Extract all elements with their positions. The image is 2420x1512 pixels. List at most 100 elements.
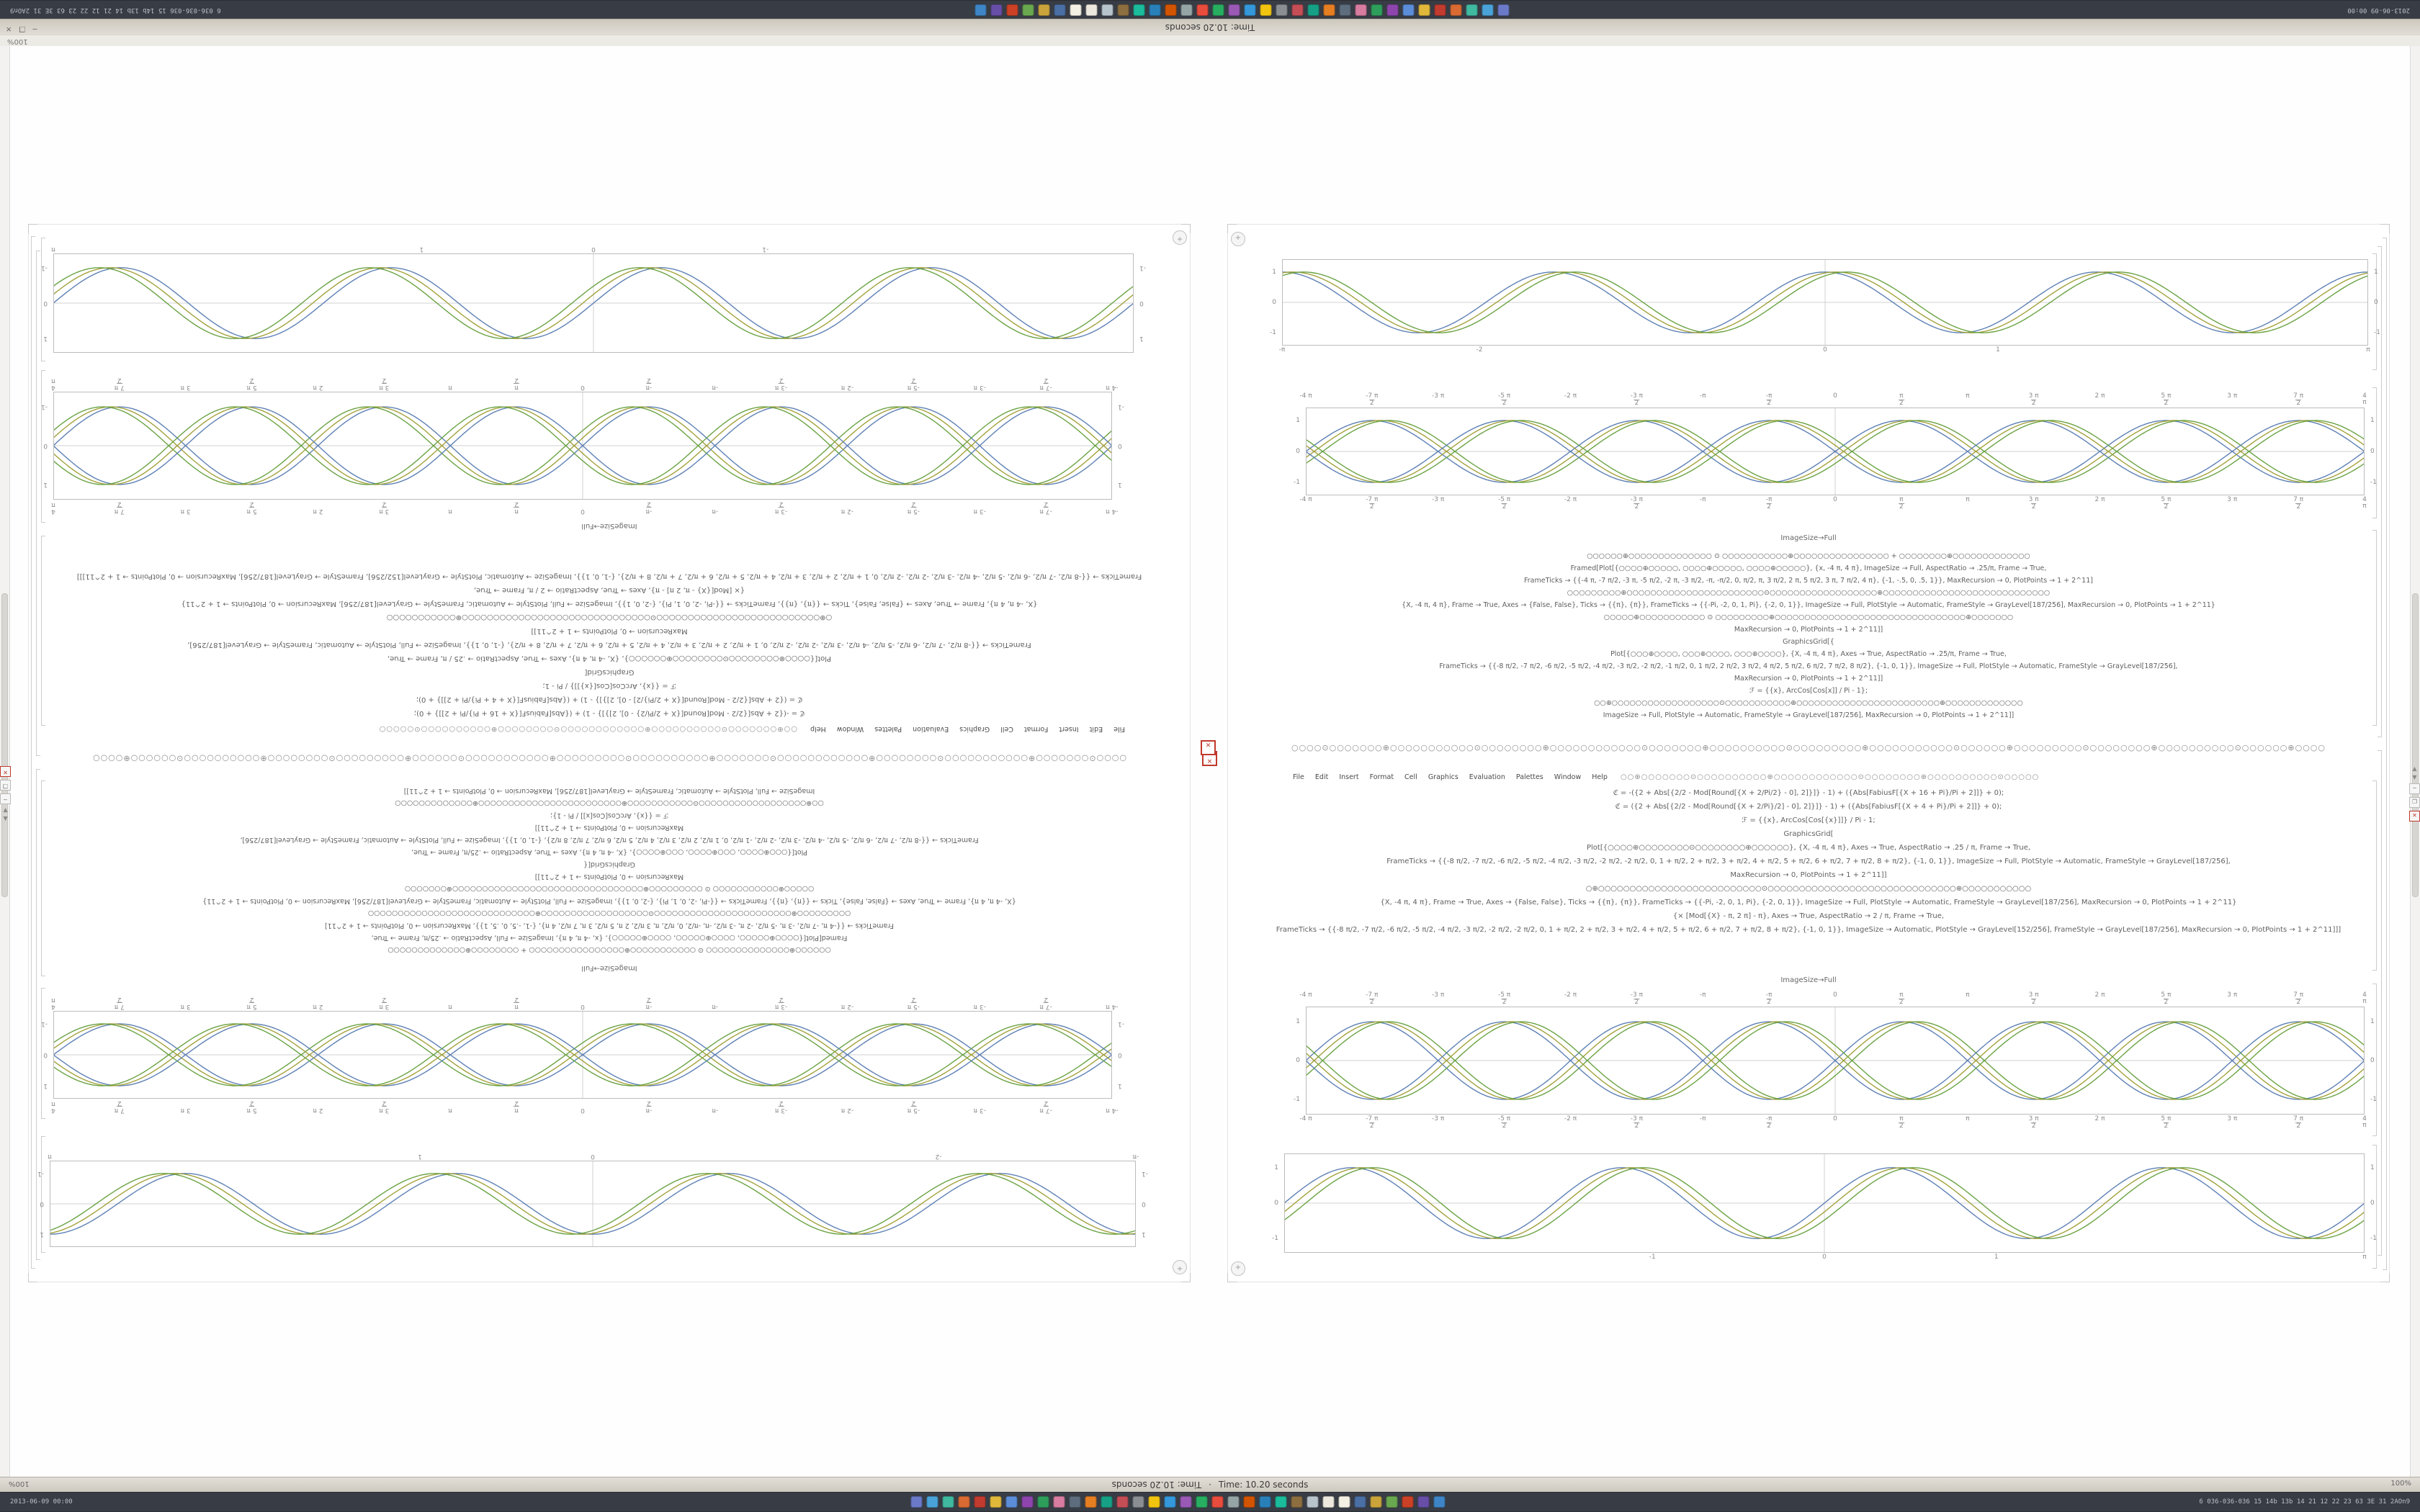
menu-item-evaluation[interactable]: Evaluation xyxy=(1469,773,1505,781)
menu-item-help[interactable]: Help xyxy=(810,725,826,733)
close-button[interactable]: ✕ xyxy=(0,766,11,777)
code-cell[interactable]: ○○○○○○⊕○○○○○○○○○○○○○○ ⊙ ○○○○○○○○○○○⊕○○○○… xyxy=(55,785,1164,956)
taskbar-clock[interactable]: 2013-06-09 00:00 xyxy=(2347,6,2410,14)
app-icon[interactable] xyxy=(1339,4,1351,16)
minimize-icon[interactable]: ─ xyxy=(32,24,37,32)
app-icon[interactable] xyxy=(1085,4,1098,16)
menu-item-evaluation[interactable]: Evaluation xyxy=(913,725,949,733)
right-scrollbar-thumb[interactable] xyxy=(2412,593,2419,897)
zoom-level[interactable]: 100% xyxy=(7,37,28,45)
app-icon[interactable] xyxy=(1433,1496,1446,1508)
menu-item-file[interactable]: File xyxy=(1113,725,1125,733)
cell-group-bracket[interactable] xyxy=(2378,246,2382,737)
zoom-level[interactable]: 100% xyxy=(9,1480,30,1488)
cell-bracket[interactable] xyxy=(31,236,35,1269)
app-icon[interactable] xyxy=(974,4,987,16)
app-icon[interactable] xyxy=(1307,4,1319,16)
app-icon[interactable] xyxy=(1275,1496,1287,1508)
app-icon[interactable] xyxy=(1116,1496,1129,1508)
app-icon[interactable] xyxy=(1417,1496,1430,1508)
menu-item-palettes[interactable]: Palettes xyxy=(874,725,902,733)
cell-bracket[interactable] xyxy=(2372,253,2377,370)
app-icon[interactable] xyxy=(1497,4,1510,16)
menu-item-help[interactable]: Help xyxy=(1592,773,1608,781)
cell-bracket[interactable] xyxy=(2372,984,2377,1136)
app-icon[interactable] xyxy=(1069,1496,1081,1508)
app-icon[interactable] xyxy=(1259,1496,1271,1508)
menu-item-cell[interactable]: Cell xyxy=(1404,773,1417,781)
left-scrollbar-thumb[interactable] xyxy=(1,593,8,897)
app-icon[interactable] xyxy=(1402,4,1415,16)
app-icon[interactable] xyxy=(958,1496,970,1508)
round-handle-button[interactable]: + xyxy=(1173,1260,1187,1274)
error-placeholder-icon[interactable]: ✕ xyxy=(1201,740,1216,755)
app-icon[interactable] xyxy=(1117,4,1129,16)
app-icon[interactable] xyxy=(1386,4,1399,16)
app-icon[interactable] xyxy=(1196,4,1209,16)
app-icon[interactable] xyxy=(1355,4,1367,16)
menu-item-edit[interactable]: Edit xyxy=(1089,725,1103,733)
app-icon[interactable] xyxy=(1054,4,1066,16)
app-icon[interactable] xyxy=(1370,1496,1382,1508)
app-icon[interactable] xyxy=(1322,1496,1335,1508)
app-icon[interactable] xyxy=(1132,1496,1144,1508)
app-icon[interactable] xyxy=(1085,1496,1097,1508)
app-icon[interactable] xyxy=(1006,4,1018,16)
menu-item-file[interactable]: File xyxy=(1293,773,1304,781)
menu-item-insert[interactable]: Insert xyxy=(1339,773,1359,781)
app-icon[interactable] xyxy=(1450,4,1462,16)
window-titlebar[interactable]: Time: 10.20 seconds ─ ❐ ✕ xyxy=(0,19,2420,35)
app-icon[interactable] xyxy=(1180,1496,1192,1508)
cell-bracket[interactable] xyxy=(2372,780,2377,971)
app-icon[interactable] xyxy=(1323,4,1335,16)
app-icon[interactable] xyxy=(942,1496,954,1508)
menu-item-graphics[interactable]: Graphics xyxy=(959,725,990,733)
cell-bracket[interactable] xyxy=(41,780,45,976)
right-scrollbar[interactable] xyxy=(2410,46,2420,1477)
cell-group-bracket[interactable] xyxy=(36,769,40,1260)
round-handle-button[interactable]: + xyxy=(1231,232,1245,246)
app-icon[interactable] xyxy=(1466,4,1478,16)
cell-bracket[interactable] xyxy=(2372,1145,2377,1269)
app-icon[interactable] xyxy=(1244,4,1256,16)
menu-item-cell[interactable]: Cell xyxy=(1000,725,1013,733)
close-button[interactable]: ✕ xyxy=(2409,811,2420,822)
app-icon[interactable] xyxy=(1022,4,1034,16)
scroll-up-icon[interactable]: ▲ xyxy=(3,816,8,822)
cell-group-bracket[interactable] xyxy=(36,251,40,756)
restore-icon[interactable]: ❐ xyxy=(19,24,26,32)
app-icon[interactable] xyxy=(1133,4,1145,16)
cell-bracket[interactable] xyxy=(2372,530,2377,726)
app-icon[interactable] xyxy=(1228,4,1240,16)
app-icon[interactable] xyxy=(1165,4,1177,16)
app-icon[interactable] xyxy=(1482,4,1494,16)
menu-item-format[interactable]: Format xyxy=(1369,773,1394,781)
restore-button[interactable]: ❐ xyxy=(0,780,11,791)
restore-button[interactable]: ❐ xyxy=(2409,797,2420,808)
cell-bracket[interactable] xyxy=(2372,387,2377,518)
scroll-down-icon[interactable]: ▼ xyxy=(2412,774,2417,780)
app-icon[interactable] xyxy=(1418,4,1430,16)
menu-item-insert[interactable]: Insert xyxy=(1059,725,1079,733)
cell-bracket[interactable] xyxy=(41,536,45,726)
app-icon[interactable] xyxy=(1005,1496,1018,1508)
code-cell[interactable]: ℭ = -({2 + Abs[{2/2 - Mod[Round[{X + 2/P… xyxy=(55,570,1164,720)
menu-item-edit[interactable]: Edit xyxy=(1314,773,1329,781)
menu-item-graphics[interactable]: Graphics xyxy=(1428,773,1458,781)
app-icon[interactable] xyxy=(974,1496,986,1508)
app-icon[interactable] xyxy=(1354,1496,1366,1508)
minimize-button[interactable]: ─ xyxy=(2409,783,2420,794)
menu-item-format[interactable]: Format xyxy=(1023,725,1049,733)
cell-group-bracket[interactable] xyxy=(2378,750,2382,1256)
app-icon[interactable] xyxy=(1196,1496,1208,1508)
app-icon[interactable] xyxy=(1053,1496,1065,1508)
app-icon[interactable] xyxy=(1434,4,1446,16)
app-icon[interactable] xyxy=(1037,1496,1049,1508)
app-icon[interactable] xyxy=(1338,1496,1350,1508)
app-icon[interactable] xyxy=(1212,4,1224,16)
app-icon[interactable] xyxy=(1148,1496,1160,1508)
app-icon[interactable] xyxy=(1180,4,1193,16)
code-cell[interactable]: ℭ = -({2 + Abs[{2/2 - Mod[Round[{X + 2/P… xyxy=(1254,786,2363,937)
app-icon[interactable] xyxy=(1149,4,1161,16)
taskbar-clock[interactable]: 2013-06-09 00:00 xyxy=(10,1498,73,1506)
